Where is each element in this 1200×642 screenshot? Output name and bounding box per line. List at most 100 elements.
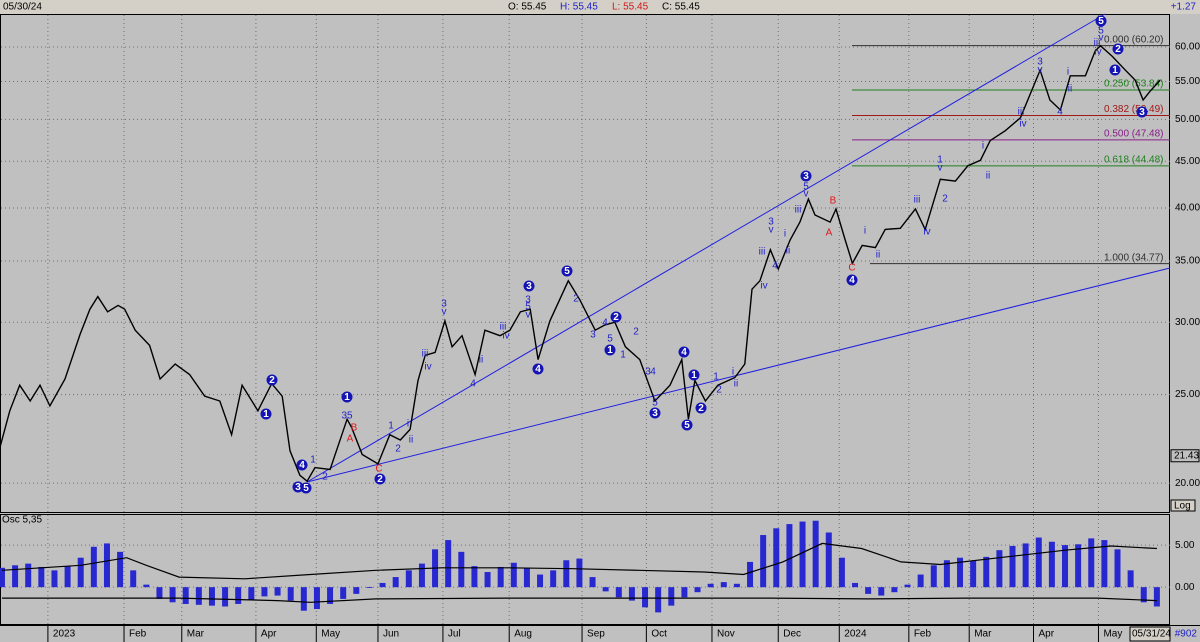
osc-bar — [274, 587, 281, 596]
osc-bar — [733, 583, 740, 588]
wave-circle — [678, 346, 690, 358]
wave-label: iii — [795, 205, 802, 216]
osc-bar — [537, 574, 544, 588]
wave-label: 3 — [1037, 57, 1043, 68]
osc-bar — [353, 587, 360, 594]
wave-label: 5 — [803, 182, 809, 193]
wave-circle — [1095, 15, 1107, 27]
marker-value: 21.43 — [1174, 450, 1199, 461]
x-tick-label: Nov — [717, 629, 735, 640]
scale-label: Log — [1174, 501, 1191, 512]
wave-label: ii — [986, 171, 990, 182]
osc-bar — [38, 566, 45, 588]
osc-bar — [655, 587, 662, 613]
fib-label: 0.500 (47.48) — [1104, 129, 1164, 140]
osc-bar — [208, 587, 215, 606]
correction-label: A — [347, 434, 354, 445]
osc-bar — [917, 574, 924, 588]
wave-circled-label: 2 — [269, 375, 275, 386]
wave-label: ii — [409, 435, 413, 446]
wave-circle — [610, 311, 622, 323]
wave-label: v — [804, 189, 809, 200]
wave-label: iv — [760, 281, 767, 292]
wave-circle — [532, 363, 544, 375]
osc-bar — [812, 520, 819, 588]
osc-bar — [523, 567, 530, 588]
wave-label: v — [1038, 65, 1043, 76]
wave-label: iii — [914, 195, 921, 206]
osc-bar — [878, 587, 885, 596]
x-tick-label: Sep — [587, 629, 605, 640]
wave-label: 3 — [525, 295, 531, 306]
osc-bar — [235, 587, 242, 604]
x-tick-label: Jul — [448, 629, 461, 640]
osc-bar — [615, 587, 622, 598]
wave-circle — [292, 481, 304, 493]
x-tick-label: Oct — [651, 629, 667, 640]
osc-bar — [1009, 545, 1016, 588]
wave-label: 1 — [713, 372, 719, 383]
y-tick-label: 60.00 — [1175, 42, 1200, 53]
wave-label: 4 — [1057, 107, 1063, 118]
osc-bar — [1127, 570, 1134, 588]
header-bar — [0, 0, 1200, 14]
osc-bar — [12, 565, 19, 588]
wave-circled-label: 5 — [303, 483, 309, 494]
osc-bar — [838, 557, 845, 588]
wave-circled-label: 3 — [803, 171, 809, 182]
wave-circled-label: 5 — [1098, 16, 1104, 27]
x-tick-label: 2023 — [53, 629, 76, 640]
osc-bar — [471, 566, 478, 588]
wave-label: 5 — [607, 334, 613, 345]
osc-bar — [77, 557, 84, 588]
header-date: 05/30/24 — [3, 2, 42, 13]
header-low: L: 55.45 — [612, 2, 649, 13]
wave-circle — [1109, 64, 1121, 76]
correction-label: C — [375, 464, 382, 475]
y-tick-label: 0.00 — [1175, 582, 1195, 593]
osc-bar — [1088, 538, 1095, 588]
wave-label: ii — [1068, 84, 1072, 95]
osc-bar — [707, 583, 714, 588]
osc-bar — [103, 543, 110, 588]
wave-circled-label: 1 — [1112, 65, 1118, 76]
wave-circle — [800, 170, 812, 182]
osc-bar — [169, 587, 176, 603]
wave-circled-label: 1 — [263, 409, 269, 420]
osc-bar — [261, 587, 268, 597]
trend-line — [306, 267, 1171, 483]
wave-label: 3 — [645, 367, 651, 378]
correction-label: B — [351, 423, 358, 434]
osc-bar — [668, 587, 675, 606]
osc-bar — [313, 587, 320, 610]
wave-label: 2 — [716, 385, 722, 396]
wave-label: iii — [759, 247, 766, 258]
osc-bar — [943, 560, 950, 588]
x-tick-label: May — [321, 629, 340, 640]
wave-label: i — [864, 226, 866, 237]
wave-label: ii — [479, 355, 483, 366]
wave-label: i — [982, 141, 984, 152]
x-tick-label: Apr — [1039, 629, 1055, 640]
wave-label: 2 — [942, 194, 948, 205]
wave-label: 4 — [470, 379, 476, 390]
fib-label: 0.000 (60.20) — [1104, 34, 1164, 45]
x-tick-label: Mar — [187, 629, 205, 640]
wave-label: iv — [923, 227, 930, 238]
osc-bar — [628, 587, 635, 601]
wave-circled-label: 1 — [344, 392, 350, 403]
x-tick-label: Feb — [129, 629, 147, 640]
y-tick-label: 45.00 — [1175, 156, 1200, 167]
header-high: H: 55.45 — [560, 2, 598, 13]
fib-label: 0.250 (53.84) — [1104, 79, 1164, 90]
wave-label: iv — [1019, 119, 1026, 130]
osc-bar — [865, 587, 872, 594]
osc-bar — [720, 582, 727, 588]
y-tick-label: 5.00 — [1175, 540, 1195, 551]
osc-bar — [760, 535, 767, 588]
wave-label: 5 — [525, 302, 531, 313]
osc-bar — [602, 587, 609, 592]
wave-circled-label: 2 — [613, 312, 619, 323]
wave-label: 2 — [322, 472, 328, 483]
osc-bar — [589, 577, 596, 588]
